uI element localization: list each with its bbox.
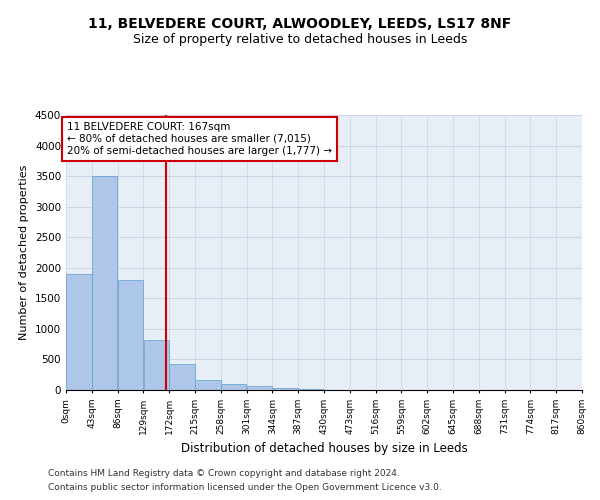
X-axis label: Distribution of detached houses by size in Leeds: Distribution of detached houses by size … [181,442,467,456]
Bar [272,388,298,390]
Bar [195,380,221,390]
Y-axis label: Number of detached properties: Number of detached properties [19,165,29,340]
Bar [143,340,169,390]
Bar [247,386,272,390]
Bar [298,389,324,390]
Text: Size of property relative to detached houses in Leeds: Size of property relative to detached ho… [133,32,467,46]
Bar [221,384,247,390]
Bar [169,364,195,390]
Bar [66,274,92,390]
Text: Contains public sector information licensed under the Open Government Licence v3: Contains public sector information licen… [48,484,442,492]
Bar [92,176,118,390]
Bar [118,280,143,390]
Text: Contains HM Land Registry data © Crown copyright and database right 2024.: Contains HM Land Registry data © Crown c… [48,468,400,477]
Text: 11, BELVEDERE COURT, ALWOODLEY, LEEDS, LS17 8NF: 11, BELVEDERE COURT, ALWOODLEY, LEEDS, L… [88,18,512,32]
Text: 11 BELVEDERE COURT: 167sqm
← 80% of detached houses are smaller (7,015)
20% of s: 11 BELVEDERE COURT: 167sqm ← 80% of deta… [67,122,332,156]
